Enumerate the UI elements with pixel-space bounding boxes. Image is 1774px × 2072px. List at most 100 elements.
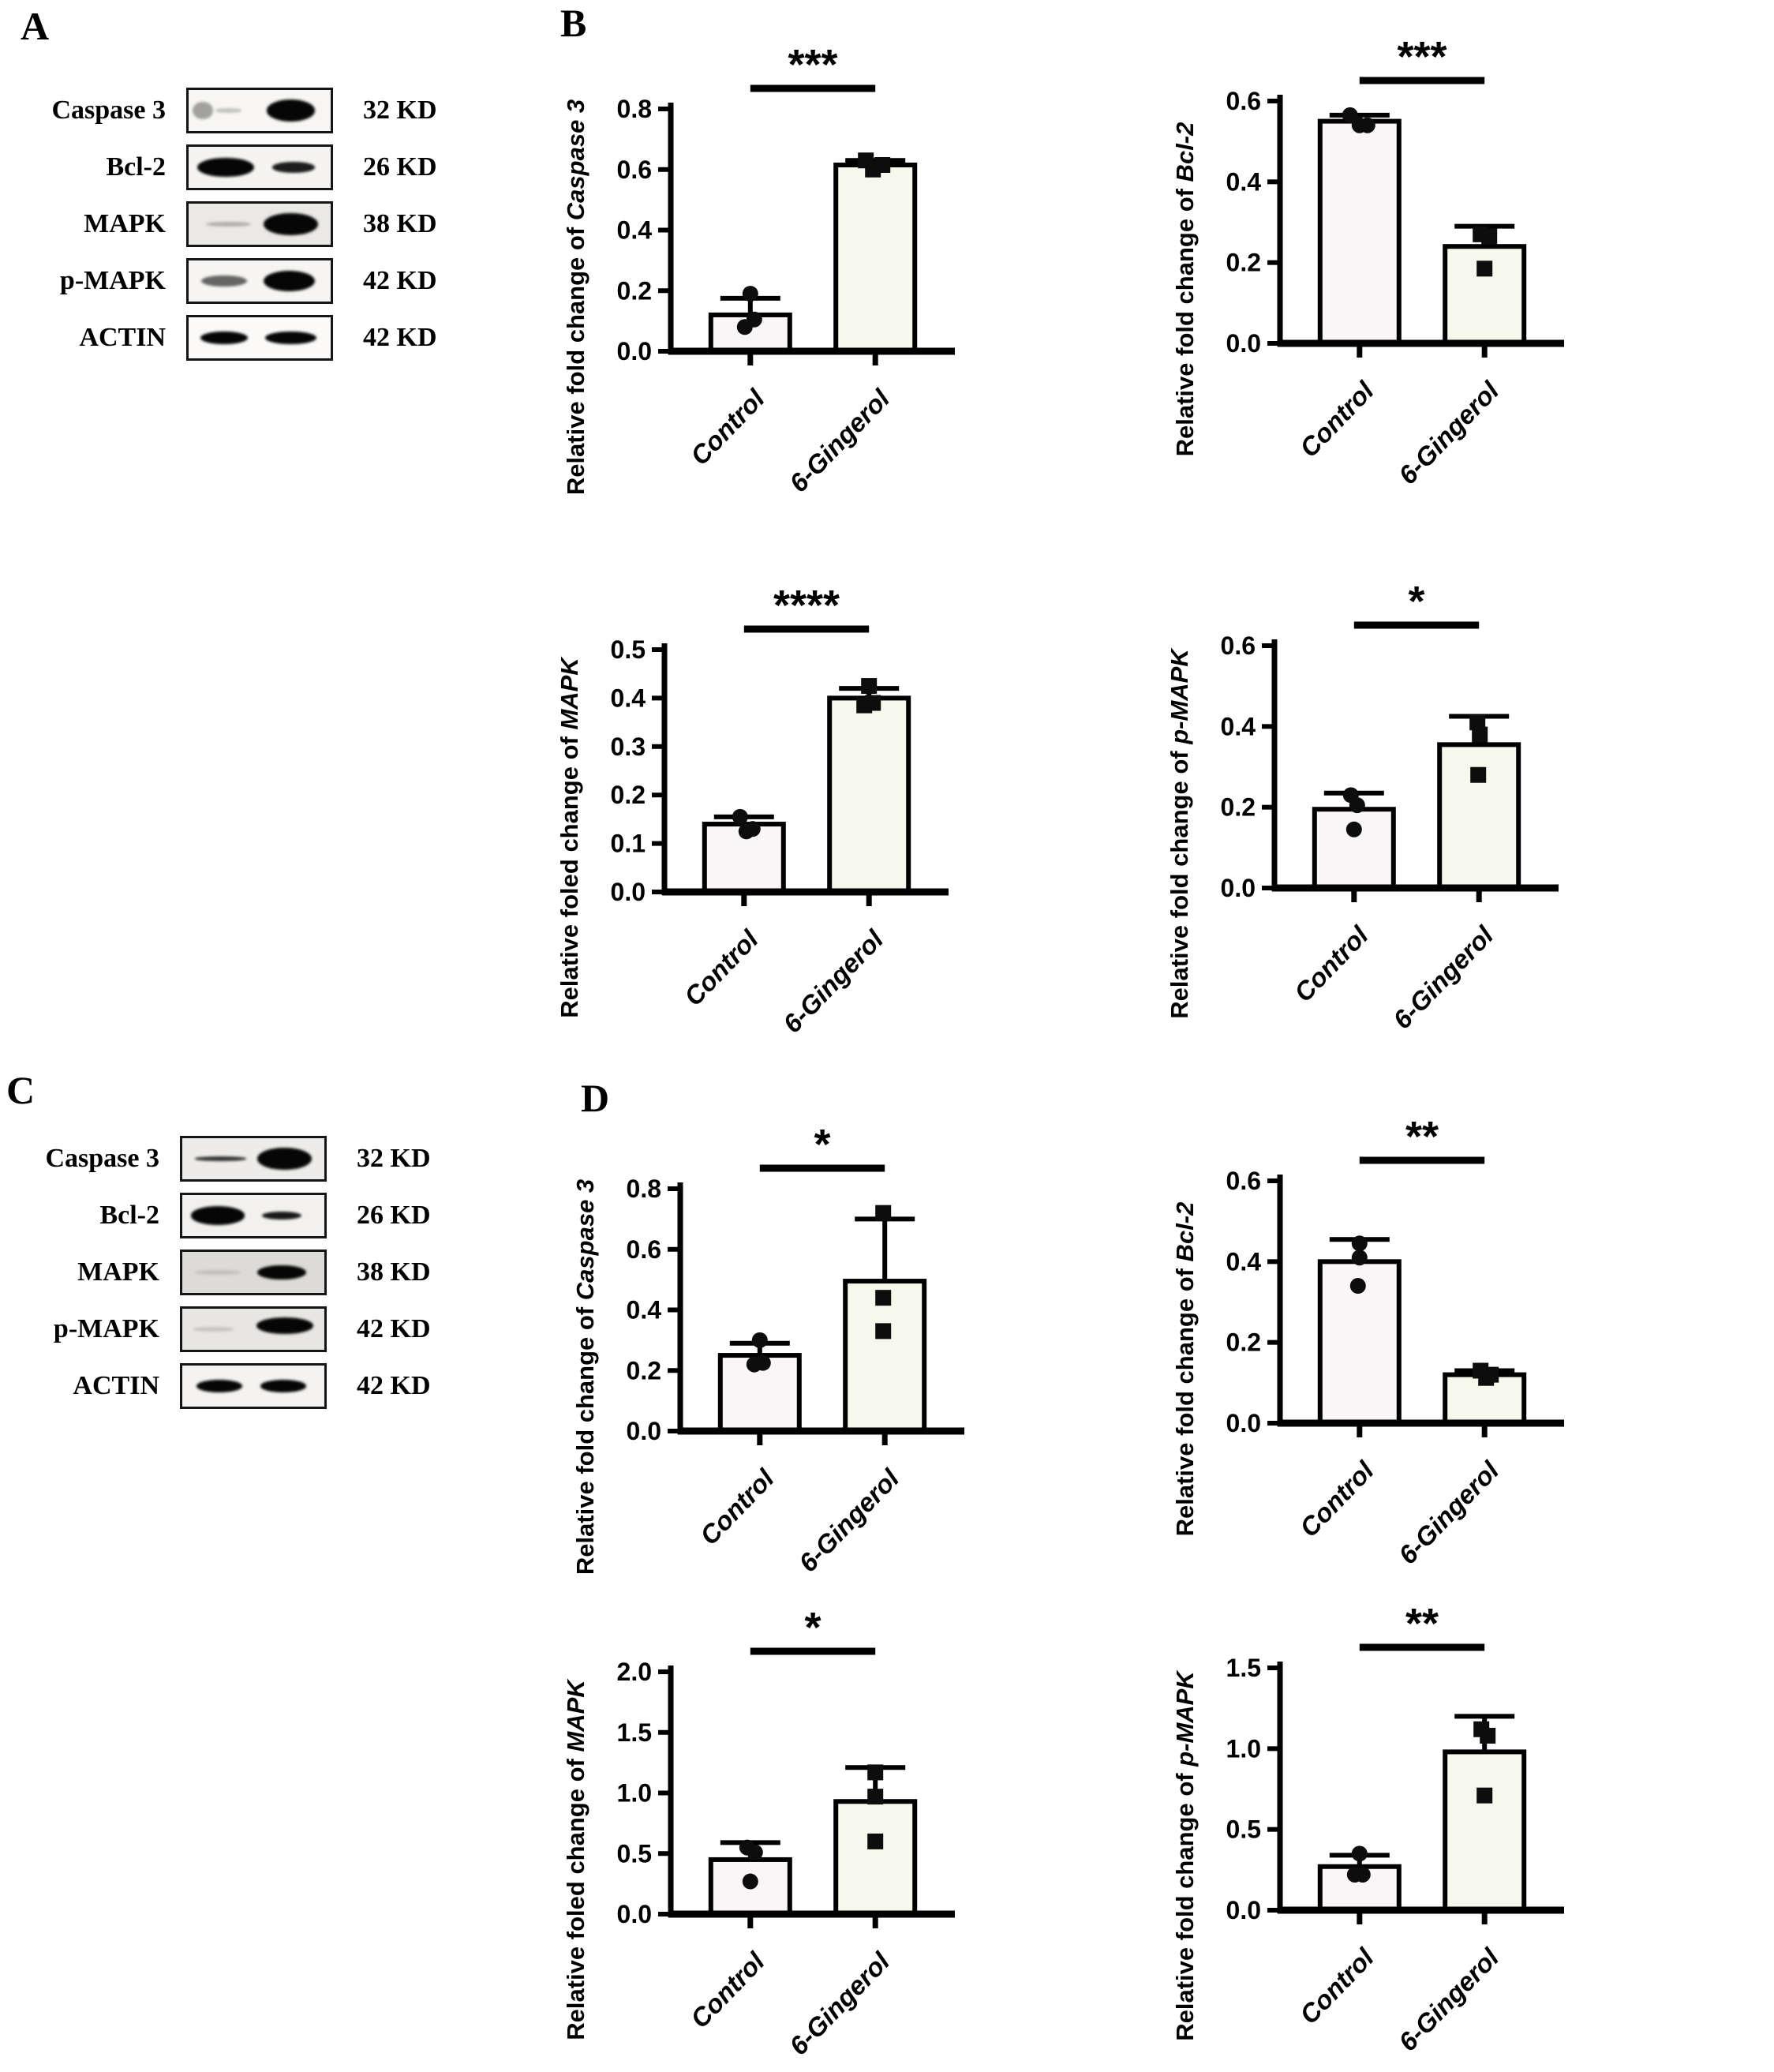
data-point-circle [1351,1250,1368,1266]
x-tick-label: Control [1294,376,1380,463]
data-point-circle [1349,797,1365,814]
y-tick-label: 0.2 [617,276,652,305]
data-point-square [874,156,891,173]
blot-protein-label: MAPK [84,209,166,238]
bar-control [1317,118,1402,346]
data-point-square [1472,726,1488,743]
blot-row: p-MAPK 42 KD [24,253,437,309]
y-tick-label: 0.3 [611,733,646,761]
bar-control [708,1857,792,1917]
blot-image [186,258,333,304]
blot-row: p-MAPK 42 KD [17,1301,431,1358]
data-point-circle [744,821,761,837]
molecular-weight-label: 42 KD [357,1314,431,1343]
y-tick-label: 0.2 [1226,1328,1261,1357]
molecular-weight-label: 26 KD [357,1201,431,1230]
y-tick-label: 1.5 [1226,1654,1261,1682]
y-tick-label: 0.4 [1226,167,1262,196]
y-tick-label: 0.2 [627,1356,661,1384]
blot-row: Bcl-2 26 KD [24,139,437,196]
blot-band [256,1317,313,1335]
data-point-circle [1354,1866,1371,1883]
y-axis-label: Relative fold change of Bcl-2 [1171,122,1199,457]
blot-row: ACTIN 42 KD [17,1358,431,1414]
y-tick-label: 0.6 [1226,1167,1261,1195]
data-point-square [1476,260,1493,277]
y-tick-label: 0.5 [611,635,646,664]
data-point-square [867,1789,884,1805]
y-tick-label: 0.2 [1226,249,1261,277]
chart-svg: 0.0 0.2 0.4 0.6 0.8 Control 6-Gingerol Relative… [571,1121,964,1578]
y-tick-label: 1.0 [1226,1734,1261,1763]
y-tick-label: 2.0 [617,1658,652,1686]
blot-band [200,331,248,345]
blot-band [201,275,247,287]
blot-row: Caspase 3 32 KD [24,82,437,139]
y-tick-label: 0.4 [617,216,653,245]
y-axis-label: Relative fold change of p-MAPK [1166,647,1193,1019]
data-point-circle [1359,117,1375,133]
data-point-circle [732,808,748,825]
x-tick-label: Control [694,1463,780,1551]
molecular-weight-label: 42 KD [363,266,437,295]
western-blot-panel-a: Caspase 3 32 KD Bcl-2 26 KD MAPK 38 KD p-MAPK 4… [24,82,437,366]
data-point-square [1470,766,1487,783]
y-tick-label: 0.8 [627,1175,661,1203]
data-point-square [867,1833,884,1849]
panel-label-d: D [581,1076,610,1120]
y-tick-label: 0.4 [627,1296,662,1325]
chart-svg: 0.0 0.2 0.4 0.6 0.8 Control 6-Gingerol Relative… [562,41,955,498]
blot-band [196,157,254,178]
x-tick-label: Control [685,384,771,471]
chart-svg: 0.0 0.1 0.2 0.3 0.4 0.5 Control 6-Gingerol Relat… [556,582,949,1039]
x-tick-label: Control [1294,1943,1380,2030]
y-tick-label: 0.0 [1226,1409,1261,1437]
chart-svg: 0.0 0.2 0.4 0.6 Control 6-Gingerol Relative fo… [1171,33,1564,490]
bar-control [1312,807,1396,891]
blot-row: MAPK 38 KD [24,196,437,253]
data-point-square [875,1205,892,1221]
blot-band [193,102,213,119]
blot-image [180,1363,327,1409]
data-point-circle [1351,1235,1368,1252]
significance-stars: ** [1405,1113,1439,1160]
bar-6-gingerol [833,1799,918,1917]
y-tick-label: 1.0 [617,1779,652,1808]
blot-image [186,88,333,133]
data-point-circle [1342,107,1358,123]
y-axis-label: Relative fold change of Caspase 3 [562,99,589,495]
x-tick-label: 6-Gingerol [784,384,896,498]
blot-row: ACTIN 42 KD [24,309,437,366]
y-tick-label: 0.2 [1221,793,1256,822]
data-point-square [867,1764,884,1781]
y-tick-label: 0.4 [611,684,646,712]
y-tick-label: 0.0 [627,1417,661,1445]
blot-row: Caspase 3 32 KD [17,1130,431,1187]
blot-band [264,271,316,291]
blot-band [257,1265,306,1280]
blot-band [272,162,316,173]
bar-chart-d-caspase3: 0.0 0.2 0.4 0.6 0.8 Control 6-Gingerol Relative… [562,1096,992,1617]
significance-stars: * [804,1604,821,1651]
panel-label-c: C [6,1068,36,1112]
blot-protein-label: ACTIN [79,323,166,352]
x-tick-label: 6-Gingerol [777,924,889,1039]
chart-svg: 0.0 0.5 1.0 1.5 2.0 Control 6-Gingerol Relative… [562,1604,955,2061]
bar-control [1317,1864,1402,1913]
data-point-circle [754,1354,771,1371]
significance-stars: * [1408,578,1424,625]
data-point-square [1476,1787,1493,1804]
y-axis-label: Relative fold change of Caspase 3 [571,1179,599,1575]
blot-band [265,331,316,345]
x-tick-label: Control [685,1946,771,2034]
significance-stars: *** [1397,33,1447,81]
bar-6-gingerol [1443,1749,1527,1913]
y-tick-label: 0.0 [611,878,646,906]
bar-chart-b-pmapk: 0.0 0.2 0.4 0.6 Control 6-Gingerol Relative fo… [1156,553,1586,1073]
blot-band [205,221,252,227]
blot-image [186,315,333,361]
blot-protein-label: Caspase 3 [51,96,166,125]
bar-chart-b-bcl2: 0.0 0.2 0.4 0.6 Control 6-Gingerol Relative fo… [1162,8,1592,529]
blot-band [264,212,318,236]
